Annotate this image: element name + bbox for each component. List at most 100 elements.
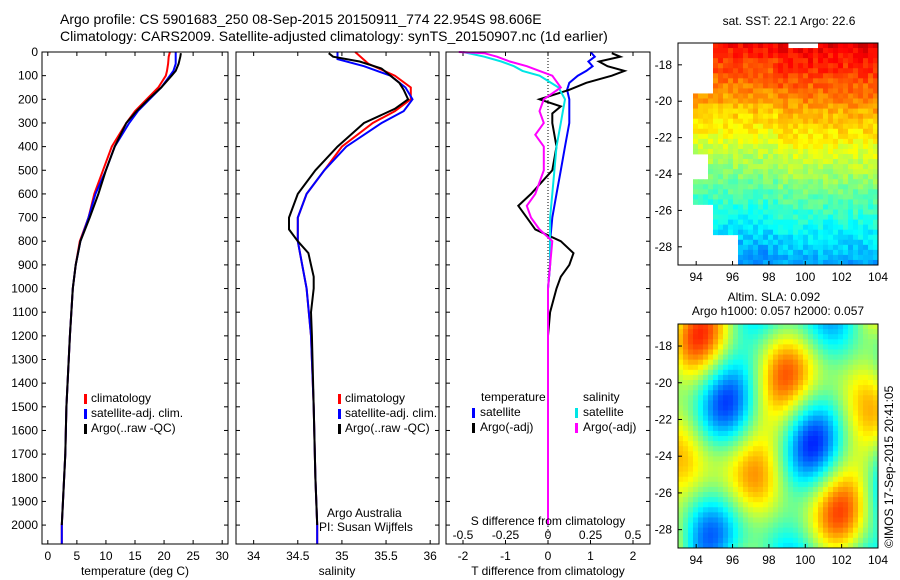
- map-x-tick-label: 100: [795, 270, 815, 284]
- x-tick-label: -1: [500, 549, 511, 563]
- x-tick-label: 5: [74, 549, 81, 563]
- map-y-tick-label: -22: [655, 131, 673, 145]
- depth-tick-label: 700: [18, 211, 38, 225]
- legend-swatch: [84, 394, 87, 404]
- series-line-salinity-argo-adj-: [458, 51, 563, 526]
- salinity-plot-frame: [235, 51, 440, 545]
- map-x-tick-label: 96: [726, 270, 740, 284]
- series-line-satellite-adj-clim-: [60, 52, 177, 544]
- legend-swatch: [575, 423, 578, 433]
- legend-label: Argo(-adj): [480, 420, 533, 434]
- difference-legend: temperature salinitysatelliteArgo(-adj)sa…: [472, 390, 636, 434]
- x-tick-label: 0: [44, 549, 51, 563]
- s-diff-tick-label: -0.5: [453, 528, 474, 542]
- sst-map-title: sat. SST: 22.1 Argo: 22.6: [723, 14, 856, 28]
- difference-xlabel-top: S difference from climatology: [471, 514, 626, 528]
- x-tick-label: 20: [157, 549, 171, 563]
- series-line-argo-raw-qc-: [60, 53, 182, 526]
- x-tick-label: -2: [458, 549, 469, 563]
- map-x-tick-label: 96: [726, 553, 740, 567]
- map-x-tick-label: 102: [832, 270, 852, 284]
- map-y-tick-label: -18: [655, 58, 673, 72]
- map-y-tick-label: -28: [655, 523, 673, 537]
- map-y-tick-label: -18: [655, 339, 673, 353]
- s-diff-tick-label: 0.5: [625, 528, 642, 542]
- x-tick-label: 34.5: [286, 549, 310, 563]
- legend-label: Argo(..raw -QC): [345, 421, 430, 435]
- depth-tick-label: 1700: [11, 447, 38, 461]
- map-y-tick-label: -20: [655, 94, 673, 108]
- depth-tick-label: 900: [18, 258, 38, 272]
- legend-swatch: [84, 424, 87, 434]
- salinity-panel: 34 34.5 35 35.5 36 salinity climatologysatel…: [235, 51, 440, 578]
- legend-swatch: [338, 424, 341, 434]
- legend-label: satellite: [583, 405, 624, 419]
- credit-pi: PI: Susan Wijffels: [319, 520, 413, 534]
- series-line-salinity-satellite: [462, 51, 567, 526]
- depth-tick-label: 400: [18, 140, 38, 154]
- x-tick-label: 35: [335, 549, 349, 563]
- legend-label: Argo(..raw -QC): [91, 421, 176, 435]
- x-tick-label: 36: [423, 549, 437, 563]
- depth-tick-label: 200: [18, 92, 38, 106]
- depth-tick-label: 2000: [11, 518, 38, 532]
- map-y-tick-label: -24: [655, 167, 673, 181]
- imos-credit: ©IMOS 17-Sep-2015 20:41:05: [882, 385, 896, 548]
- legend-swatch: [472, 423, 475, 433]
- legend-swatch: [84, 409, 87, 419]
- sst-map-image: [693, 43, 879, 266]
- sst-map-frame: [677, 42, 879, 266]
- depth-tick-label: 300: [18, 116, 38, 130]
- legend-title-salinity: salinity: [583, 390, 620, 404]
- depth-tick-label: 0: [31, 45, 38, 59]
- legend-swatch: [575, 408, 578, 418]
- credit-argo-australia: Argo Australia: [327, 506, 402, 520]
- x-tick-label: 35.5: [374, 549, 398, 563]
- legend-label: satellite-adj. clim.: [345, 406, 437, 420]
- depth-tick-label: 1500: [11, 400, 38, 414]
- s-diff-tick-label: -0.25: [492, 528, 520, 542]
- x-tick-label: 30: [216, 549, 230, 563]
- depth-tick-label: 1800: [11, 471, 38, 485]
- x-tick-label: 10: [99, 549, 113, 563]
- depth-tick-label: 800: [18, 234, 38, 248]
- x-tick-label: 25: [186, 549, 200, 563]
- sla-map-ticks: 94 96 98 100 102 104 -18 -20 -22 -24 -26 -28: [655, 339, 889, 567]
- sst-map-panel: sat. SST: 22.1 Argo: 22.6 94 96 98 100 102 10…: [655, 14, 889, 284]
- temperature-plot-frame: [41, 51, 229, 545]
- map-x-tick-label: 104: [868, 270, 888, 284]
- legend-label: climatology: [345, 391, 405, 405]
- temperature-panel: 0100200300400500600700800900100011001200…: [11, 45, 650, 578]
- temperature-axis-ticks: 0 5 10 15 20 25 30: [44, 52, 229, 563]
- s-diff-tick-label: 0.25: [579, 528, 603, 542]
- map-x-tick-label: 98: [762, 270, 776, 284]
- depth-tick-label: 1600: [11, 423, 38, 437]
- series-line-climatology: [60, 51, 171, 544]
- difference-plot-frame: [445, 51, 651, 545]
- legend-label: climatology: [91, 391, 151, 405]
- x-tick-label: 1: [587, 549, 594, 563]
- legend-title-temperature: temperature: [481, 390, 546, 404]
- difference-series: [458, 51, 628, 526]
- x-tick-label: 0: [545, 549, 552, 563]
- series-line-temperature-satellite: [547, 51, 597, 526]
- depth-tick-label: 100: [18, 69, 38, 83]
- map-y-tick-label: -26: [655, 486, 673, 500]
- depth-tick-label: 600: [18, 187, 38, 201]
- temperature-series: [60, 51, 182, 544]
- series-line-argo-raw-qc-: [288, 52, 410, 526]
- map-y-tick-label: -26: [655, 203, 673, 217]
- depth-tick-label: 500: [18, 163, 38, 177]
- sst-map-ticks: 94 96 98 100 102 104 -18 -20 -22 -24 -26 -28: [655, 58, 889, 284]
- difference-xlabel: T difference from climatology: [471, 564, 625, 578]
- map-y-tick-label: -24: [655, 449, 673, 463]
- sla-map-panel: Altim. SLA: 0.092 Argo h1000: 0.057 h200…: [655, 290, 889, 567]
- series-line-temperature-argo-adj-: [516, 52, 628, 526]
- map-y-tick-label: -22: [655, 412, 673, 426]
- legend-swatch: [338, 394, 341, 404]
